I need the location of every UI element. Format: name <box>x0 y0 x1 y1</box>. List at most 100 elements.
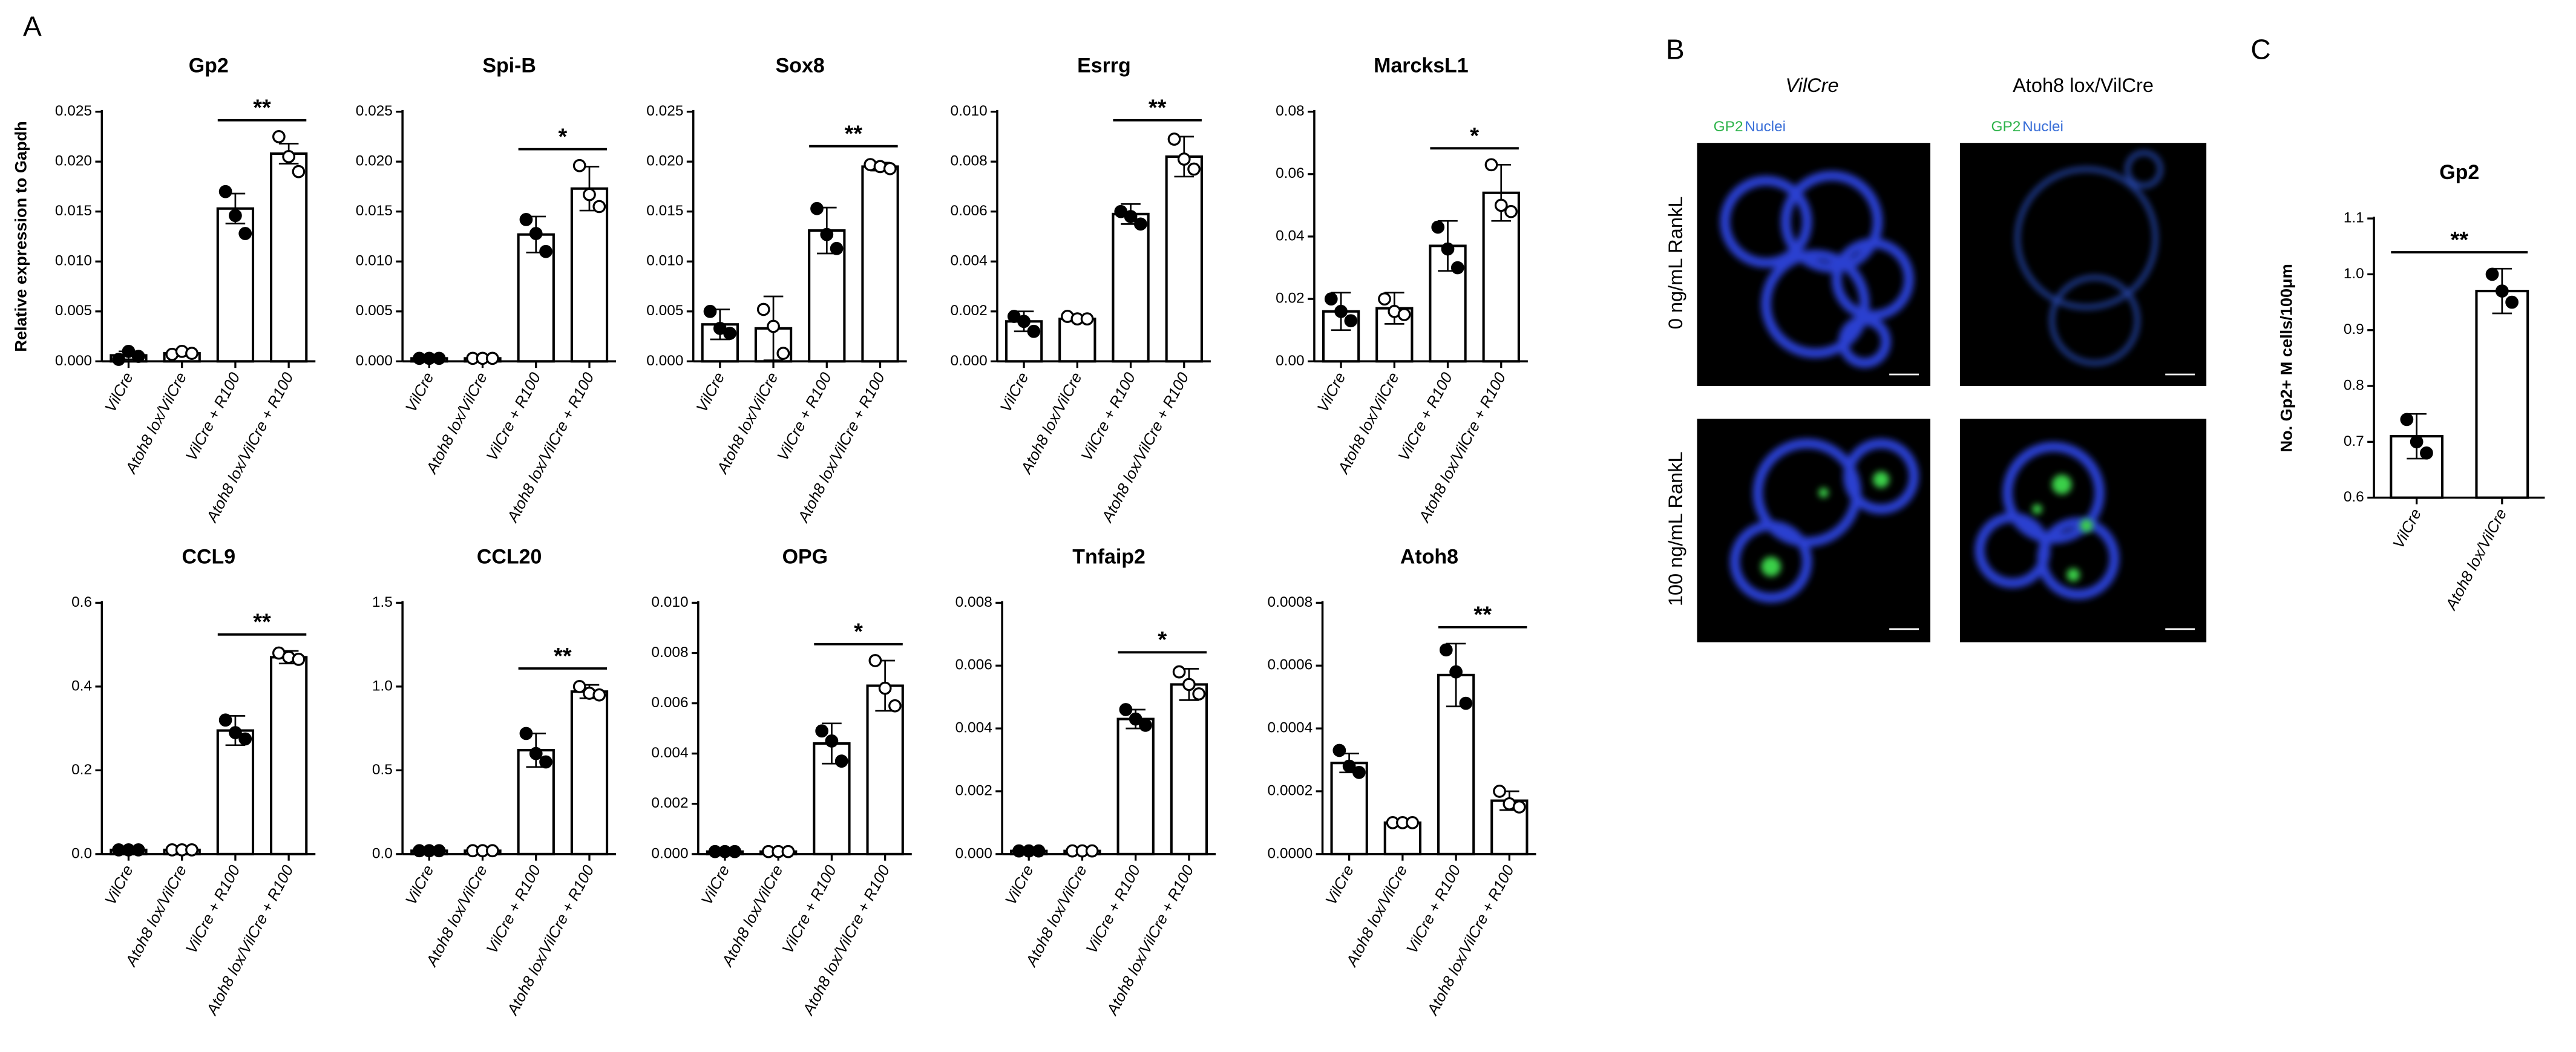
chart-title: OPG <box>782 545 828 568</box>
column-label: VilCre <box>1786 74 1839 96</box>
y-tick-label: 0.004 <box>955 720 992 736</box>
y-tick-label: 0.020 <box>356 153 393 169</box>
x-tick-label: VilCre + R100 <box>1395 370 1456 464</box>
data-point <box>1027 324 1041 338</box>
data-point <box>229 726 242 739</box>
y-tick-label: 0.000 <box>356 353 393 369</box>
data-point <box>776 347 790 360</box>
x-tick-label: VilCre <box>997 370 1032 415</box>
y-tick-label: 0.8 <box>2344 377 2364 393</box>
data-point <box>1441 242 1455 256</box>
y-tick-label: 0.008 <box>951 153 988 169</box>
y-tick-label: 0.9 <box>2344 321 2364 338</box>
significance-label: ** <box>1149 96 1167 121</box>
data-point <box>1129 712 1142 726</box>
x-tick-label: VilCre + R100 <box>1078 370 1139 464</box>
stain-label: GP2 <box>1991 119 2020 135</box>
data-point <box>1450 261 1464 275</box>
y-tick-label: 0.00 <box>1276 353 1305 369</box>
data-point <box>1512 800 1526 814</box>
y-tick-label: 0.005 <box>646 302 683 319</box>
data-point <box>238 732 252 746</box>
bar-chart: OPG0.0000.0020.0040.0060.0080.010VilCreA… <box>651 545 912 1019</box>
significance-label: * <box>854 619 863 645</box>
data-point <box>1324 292 1338 306</box>
x-tick-label: VilCre + R100 <box>1083 862 1144 956</box>
row-label: 100 ng/mL RankL <box>1665 451 1686 606</box>
data-point <box>703 304 717 318</box>
x-tick-label: VilCre + R100 <box>1403 862 1464 956</box>
significance-label: ** <box>554 644 572 669</box>
data-point <box>272 130 286 143</box>
y-tick-label: 1.1 <box>2344 210 2364 226</box>
data-point <box>529 747 543 760</box>
significance-label: ** <box>253 610 271 635</box>
micrograph <box>1959 143 2207 387</box>
y-tick-label: 1.0 <box>2344 266 2364 282</box>
chart-title: Spi-B <box>482 54 536 77</box>
data-point <box>1484 158 1498 172</box>
x-tick-label: VilCre + R100 <box>775 370 835 464</box>
data-point <box>2485 267 2499 281</box>
x-tick-label: VilCre <box>2390 506 2425 552</box>
data-point <box>883 162 897 175</box>
data-point <box>1439 643 1453 657</box>
significance-label: * <box>558 124 567 149</box>
y-tick-label: 0.010 <box>951 103 988 119</box>
x-tick-label: VilCre <box>1002 863 1037 908</box>
y-tick-label: 0.0 <box>372 845 393 861</box>
chart-title: MarcksL1 <box>1374 54 1469 77</box>
y-tick-label: 0.0 <box>71 845 92 861</box>
data-point <box>1187 162 1201 176</box>
y-tick-label: 0.025 <box>356 103 393 119</box>
data-point <box>1397 308 1411 321</box>
y-tick-label: 0.0004 <box>1268 720 1313 736</box>
y-tick-label: 0.008 <box>955 594 992 610</box>
y-tick-label: 0.6 <box>71 594 92 610</box>
data-point <box>1406 816 1420 829</box>
data-point <box>1167 132 1181 146</box>
stain-label: Nuclei <box>2022 119 2063 135</box>
bar <box>1058 318 1096 363</box>
bar-chart: Gp2 Relative expression to Gapdh 0.000 0.00… <box>11 54 316 526</box>
bar <box>570 187 609 363</box>
data-point <box>485 844 499 858</box>
data-point <box>529 227 543 240</box>
x-tick-label: VilCre + R100 <box>183 370 243 464</box>
data-point <box>1139 719 1152 732</box>
y-tick-label: 0.000 <box>955 845 992 861</box>
x-tick-label: Atoh8 lox/VilCre <box>2442 506 2510 614</box>
data-point <box>432 844 446 858</box>
data-point <box>229 209 242 223</box>
data-point <box>432 351 446 365</box>
data-point <box>572 680 586 693</box>
data-point <box>728 845 742 858</box>
x-tick-label: VilCre + R100 <box>483 370 544 464</box>
data-point <box>2505 295 2519 309</box>
y-tick-label: 0.5 <box>372 762 393 778</box>
bar-chart: Tnfaip20.0000.0020.0040.0060.008VilCreAt… <box>955 545 1216 1019</box>
y-tick-label: 0.010 <box>55 253 92 269</box>
y-tick-label: 0.4 <box>71 678 92 694</box>
data-point <box>1493 785 1506 798</box>
x-tick-label: VilCre <box>402 863 437 908</box>
stain-label: GP2 <box>1714 119 1743 135</box>
bar <box>570 690 609 855</box>
row-label: 0 ng/mL RankL <box>1665 197 1686 330</box>
data-point <box>1172 665 1186 679</box>
y-tick-label: 0.000 <box>646 353 683 369</box>
bar <box>269 152 308 363</box>
chart-title: Esrrg <box>1077 54 1131 77</box>
bar-chart: MarcksL10.000.020.040.060.08VilCreAtoh8 … <box>1276 54 1528 526</box>
panel-label: C <box>2250 34 2270 65</box>
bar <box>216 729 255 855</box>
data-point <box>781 845 795 858</box>
data-point <box>572 158 586 172</box>
data-point <box>282 150 296 163</box>
significance-label: * <box>1470 123 1479 149</box>
data-point <box>1032 844 1046 858</box>
data-point <box>185 843 198 857</box>
data-point <box>539 244 552 258</box>
